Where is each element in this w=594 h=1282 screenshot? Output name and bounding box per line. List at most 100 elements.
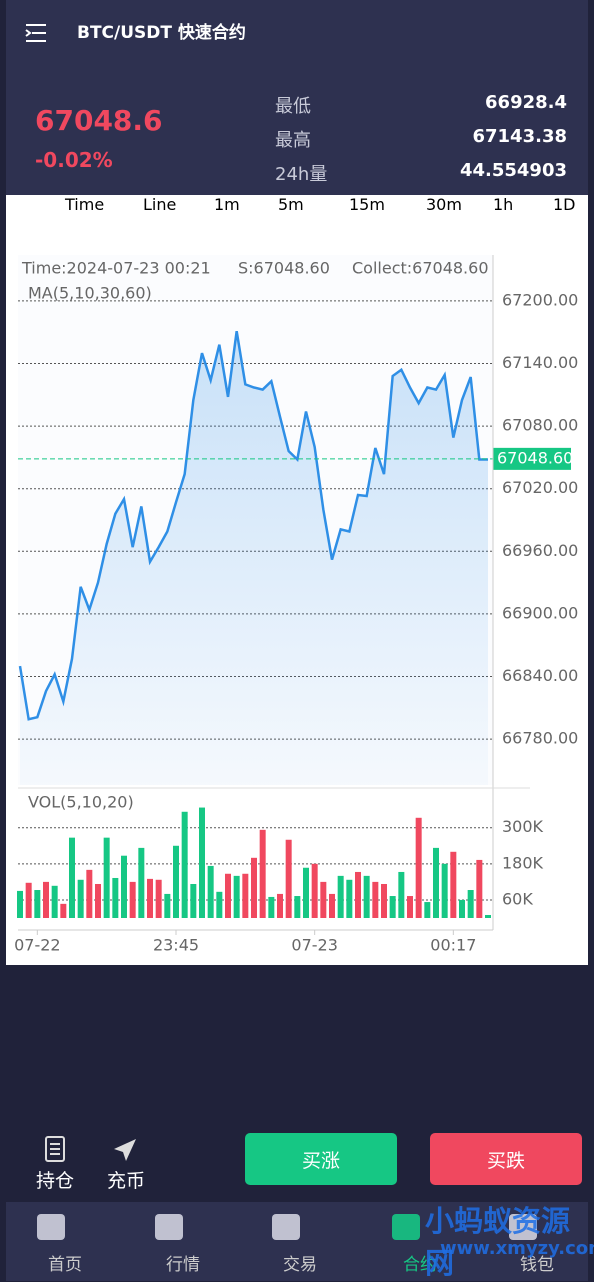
nav-icon (272, 1214, 300, 1240)
volume-bar (207, 865, 214, 918)
volume-bar (337, 875, 344, 918)
volume-bar (485, 914, 491, 918)
y-tick-label: 67200.00 (502, 290, 578, 309)
volume-bar (77, 879, 84, 918)
tab[interactable]: 1h (493, 195, 514, 214)
y-tick-label: 67140.00 (502, 353, 578, 372)
watermark-name: 小蚂蚁资源网 (425, 1204, 571, 1280)
y-tick-label: 66840.00 (502, 666, 578, 685)
volume-bar (407, 896, 413, 918)
volume-bar (173, 845, 179, 918)
stat-label: 24h量 (275, 164, 328, 185)
position[interactable]: 持仓 (36, 1170, 75, 1192)
tab[interactable]: Line (143, 195, 177, 214)
tab[interactable]: 1D (553, 195, 576, 214)
nav-item[interactable]: 钱包 (520, 1255, 554, 1275)
current-price-label: 67048.60 (497, 448, 573, 467)
volume-bar (389, 896, 396, 918)
change: -0.02% (35, 148, 113, 172)
volume-bar (155, 879, 162, 918)
volume-bar (459, 899, 465, 918)
x-tick-label: 07-23 (291, 936, 338, 955)
volume-bar (476, 859, 483, 918)
volume-bar (311, 863, 318, 918)
volume-title: VOL(5,10,20) (28, 793, 134, 812)
volume-bar (242, 873, 249, 918)
nav-icon (509, 1214, 537, 1240)
volume-bar (233, 875, 240, 918)
volume-bar (467, 890, 474, 918)
y-tick-label: 60K (502, 889, 533, 908)
info-s: S:67048.60 (238, 259, 330, 278)
nav-item[interactable]: 交易 (283, 1255, 317, 1275)
volume-bar (181, 811, 188, 918)
volume-bar (355, 871, 361, 918)
volume-bar (225, 873, 231, 918)
menu-icon[interactable] (24, 22, 48, 44)
volume-bar (60, 903, 67, 918)
volume-bar (433, 847, 439, 918)
buy-down-button[interactable]: 买跌 (430, 1133, 582, 1185)
tab[interactable]: 5m (278, 195, 304, 214)
chart: Time:2024-07-23 00:21 S:67048.60 Collect:6… (14, 255, 578, 955)
position-icon (45, 1136, 65, 1162)
volume-bar (329, 893, 335, 918)
stat-value: 66928.4 (485, 92, 567, 113)
bottom-nav: 首页 行情 交易 合约 钱包 (6, 1202, 588, 1281)
price-line (18, 330, 488, 721)
current-price-box (493, 447, 571, 470)
y-tick-label: 67020.00 (502, 478, 578, 497)
volume-bar (259, 829, 266, 918)
volume-bar (398, 871, 405, 918)
volume-bar (103, 837, 110, 918)
volume-bar (216, 891, 223, 918)
tab[interactable]: 30m (426, 195, 462, 214)
volume-bar (363, 875, 370, 918)
volume-bar (303, 867, 309, 918)
volume-bar (294, 896, 301, 918)
volume-bar (346, 879, 353, 918)
y-tick-label: 300K (502, 817, 544, 836)
y-tick-label: 180K (502, 853, 544, 872)
volume-bar (415, 817, 422, 918)
volume-bar (190, 883, 197, 918)
volume-bar (251, 857, 257, 918)
volume-bar (147, 878, 153, 918)
y-tick-label: 67080.00 (502, 416, 578, 435)
volume-bar (129, 881, 136, 918)
x-tick-label: 00:17 (430, 936, 476, 955)
watermark-url: www.xmyzy.com (440, 1238, 594, 1259)
nav-item[interactable]: 行情 (166, 1255, 200, 1275)
volume-bar (320, 881, 327, 918)
ma-label: MA(5,10,30,60) (28, 284, 152, 303)
info-time: Time:2024-07-23 00:21 (21, 259, 211, 278)
volume-bar (381, 883, 387, 918)
volume-bar (441, 863, 448, 918)
buy-up-button[interactable]: 买涨 (245, 1133, 397, 1185)
tab[interactable]: 15m (349, 195, 385, 214)
volume-bar (69, 837, 75, 918)
volume-bar (25, 882, 32, 918)
title: BTC/USDT 快速合约 (77, 23, 246, 43)
stat-label: 最高 (275, 130, 311, 151)
nav-item[interactable]: 首页 (48, 1255, 82, 1275)
tab[interactable]: Time (65, 195, 105, 214)
y-tick-label: 66900.00 (502, 603, 578, 622)
deposit[interactable]: 充币 (107, 1170, 146, 1192)
stat-label: 最低 (275, 96, 311, 117)
tab[interactable]: 1m (214, 195, 240, 214)
y-tick-label: 66960.00 (502, 541, 578, 560)
volume-bar (34, 890, 41, 918)
volume-bar (121, 855, 127, 918)
nav-item[interactable]: 合约 (403, 1255, 437, 1275)
nav-icon (155, 1214, 183, 1240)
volume-bar (268, 896, 275, 918)
volume-bar (51, 885, 58, 918)
volume-bar (138, 847, 145, 918)
price-area (20, 331, 488, 785)
stat-value: 67143.38 (472, 126, 567, 147)
price: 67048.6 (35, 104, 163, 137)
y-tick-label: 66780.00 (502, 729, 578, 748)
volume-bar (424, 902, 431, 918)
